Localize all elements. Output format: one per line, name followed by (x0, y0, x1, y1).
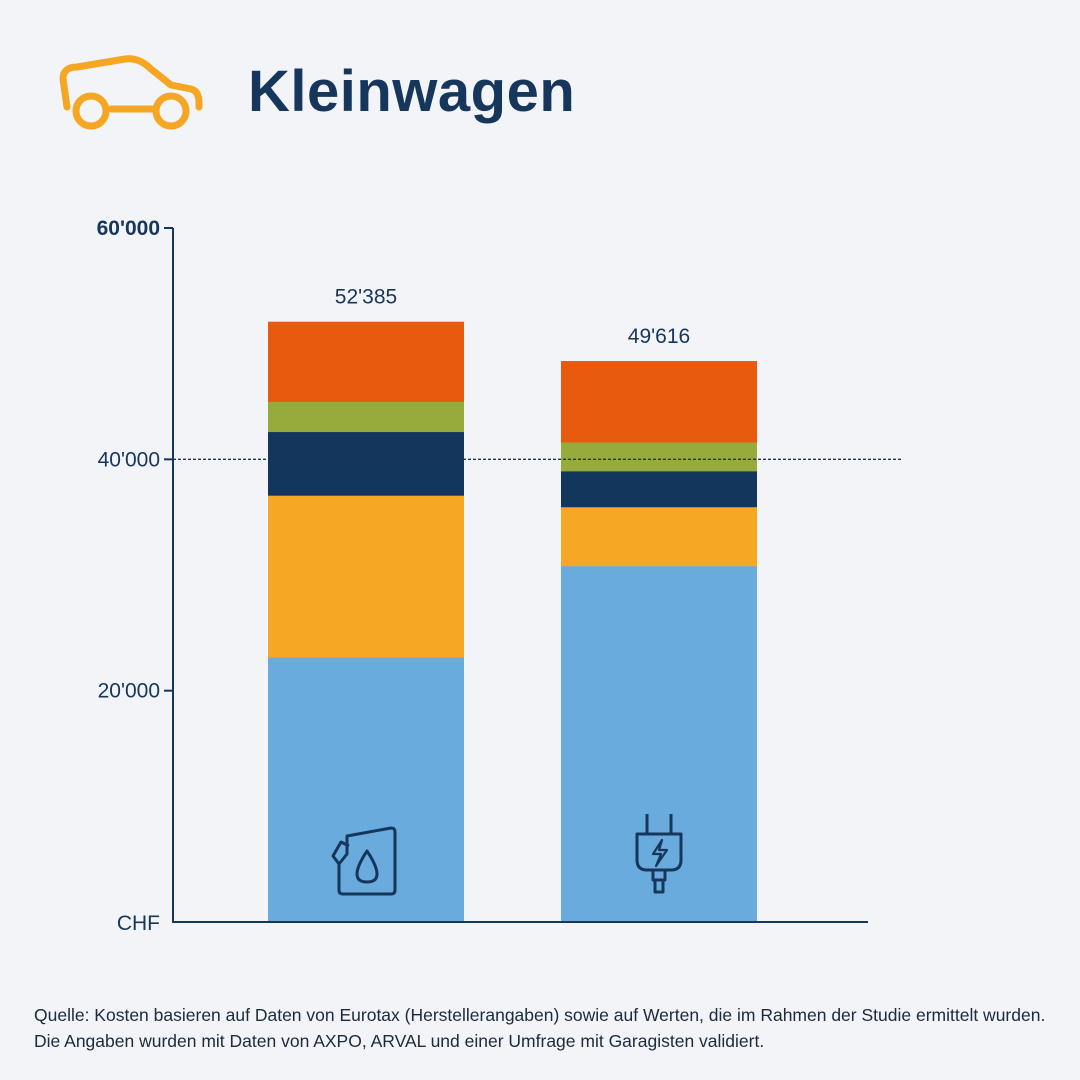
fuel-canister-icon (331, 826, 397, 896)
total-label-benzin: 52'385 (335, 286, 397, 309)
page-title: Kleinwagen (248, 59, 576, 124)
electric-plug-icon (635, 814, 683, 894)
car-outline-icon (59, 55, 203, 130)
y-tick-label: 60'000 (97, 217, 160, 240)
total-label-elektro: 49'616 (628, 325, 690, 348)
bar-benzin-segment-4 (268, 401, 464, 433)
bar-benzin-segment-5 (268, 321, 464, 402)
bar-benzin-segment-3 (268, 431, 464, 496)
bar-elektro-segment-5 (561, 361, 757, 443)
stacked-bar-chart: 52'385 49'616 20'000 40'000 60'000 CHF (0, 180, 1080, 980)
bar-benzin-segment-2 (268, 495, 464, 658)
y-tick-label: 40'000 (98, 448, 160, 471)
header: Kleinwagen (0, 0, 1080, 180)
bar-elektro-segment-3 (561, 470, 757, 508)
source-note: Quelle: Kosten basieren auf Daten von Eu… (34, 1005, 1046, 1051)
bar-benzin-segment-1 (268, 657, 464, 923)
y-tick-label: 20'000 (98, 680, 160, 703)
bar-elektro-segment-4 (561, 441, 757, 472)
chart-canvas: 52'385 49'616 20'000 40'000 60'000 CHF (97, 217, 903, 935)
unit-label: CHF (117, 912, 160, 935)
bar-elektro-segment-2 (561, 506, 757, 567)
